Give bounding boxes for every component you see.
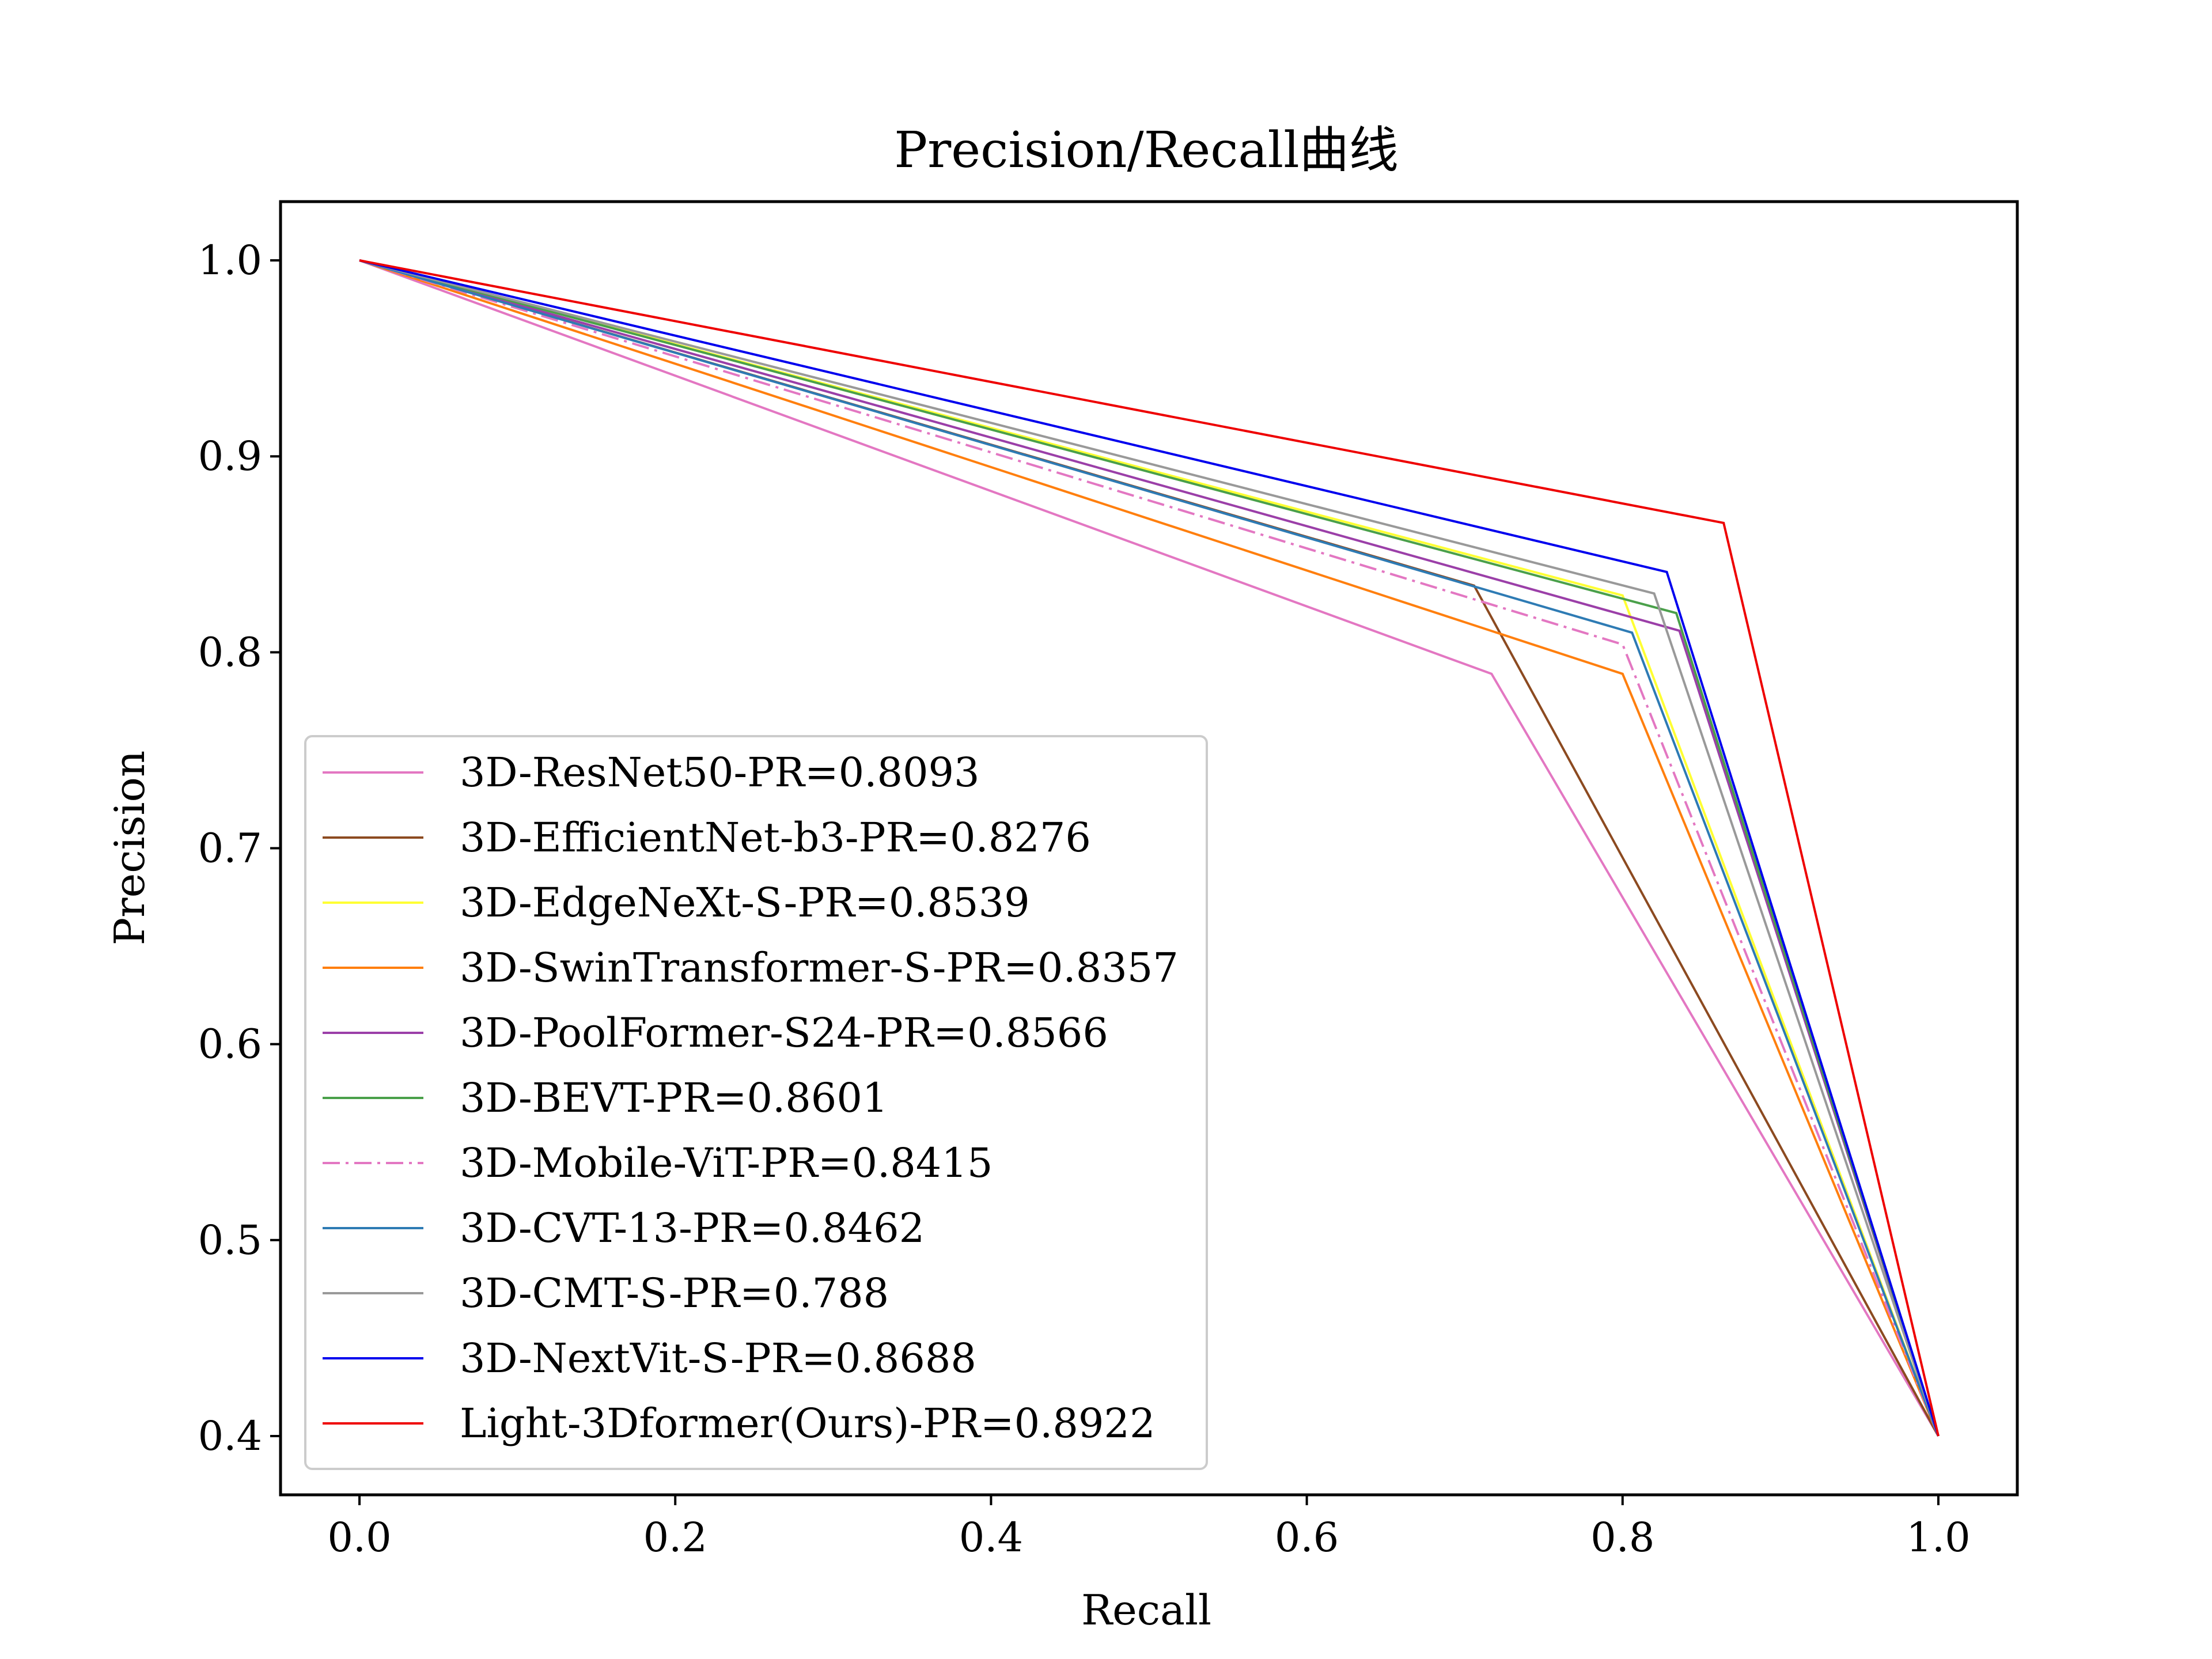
x-tick-label: 0.8 bbox=[1590, 1514, 1654, 1561]
series-line-1 bbox=[359, 259, 1940, 1437]
legend-label-8: 3D-CVT-13-PR=0.8462 bbox=[460, 1205, 925, 1252]
legend-label-9: 3D-CMT-S-PR=0.788 bbox=[460, 1270, 889, 1317]
legend-label-10: 3D-NextVit-S-PR=0.8688 bbox=[460, 1335, 976, 1382]
legend-label-2: 3D-EfficientNet-b3-PR=0.8276 bbox=[460, 814, 1091, 861]
legend: 3D-ResNet50-PR=0.8093 3D-EfficientNet-b3-… bbox=[304, 735, 1208, 1470]
legend-box bbox=[304, 735, 1208, 1470]
series-layer bbox=[359, 259, 1940, 1437]
series-line-8 bbox=[359, 259, 1940, 1437]
chart-title: Precision/Recall曲线 bbox=[894, 122, 1398, 179]
legend-label-3: 3D-EdgeNeXt-S-PR=0.8539 bbox=[460, 879, 1030, 926]
legend-label-1: 3D-ResNet50-PR=0.8093 bbox=[460, 749, 980, 796]
series-line-4 bbox=[359, 259, 1940, 1437]
y-tick-label: 0.5 bbox=[198, 1217, 262, 1264]
x-tick-label: 1.0 bbox=[1906, 1514, 1970, 1561]
series-line-11 bbox=[359, 259, 1940, 1437]
y-tick-label: 0.4 bbox=[198, 1412, 262, 1460]
y-axis: 0.4 0.5 0.6 0.7 0.8 0.9 1.0 bbox=[198, 237, 281, 1460]
y-tick-label: 1.0 bbox=[198, 237, 262, 284]
y-tick-label: 0.7 bbox=[198, 825, 262, 872]
x-axis: 0.0 0.2 0.4 0.6 0.8 1.0 bbox=[327, 1495, 1971, 1561]
y-tick-label: 0.8 bbox=[198, 628, 262, 676]
x-tick-label: 0.6 bbox=[1275, 1514, 1339, 1561]
y-tick-label: 0.9 bbox=[198, 433, 262, 480]
x-tick-label: 0.0 bbox=[327, 1514, 391, 1561]
legend-label-4: 3D-SwinTransformer-S-PR=0.8357 bbox=[460, 944, 1179, 991]
y-axis-label: Precision bbox=[105, 751, 154, 946]
series-line-10 bbox=[359, 259, 1940, 1437]
legend-label-11: Light-3Dformer(Ours)-PR=0.8922 bbox=[460, 1400, 1156, 1447]
x-tick-label: 0.4 bbox=[959, 1514, 1023, 1561]
legend-label-6: 3D-BEVT-PR=0.8601 bbox=[460, 1074, 888, 1122]
legend-label-7: 3D-Mobile-ViT-PR=0.8415 bbox=[460, 1139, 993, 1187]
legend-label-5: 3D-PoolFormer-S24-PR=0.8566 bbox=[460, 1009, 1108, 1056]
y-tick-label: 0.6 bbox=[198, 1021, 262, 1068]
x-axis-label: Recall bbox=[1081, 1586, 1211, 1634]
series-line-9 bbox=[359, 259, 1940, 1437]
x-tick-label: 0.2 bbox=[643, 1514, 707, 1561]
